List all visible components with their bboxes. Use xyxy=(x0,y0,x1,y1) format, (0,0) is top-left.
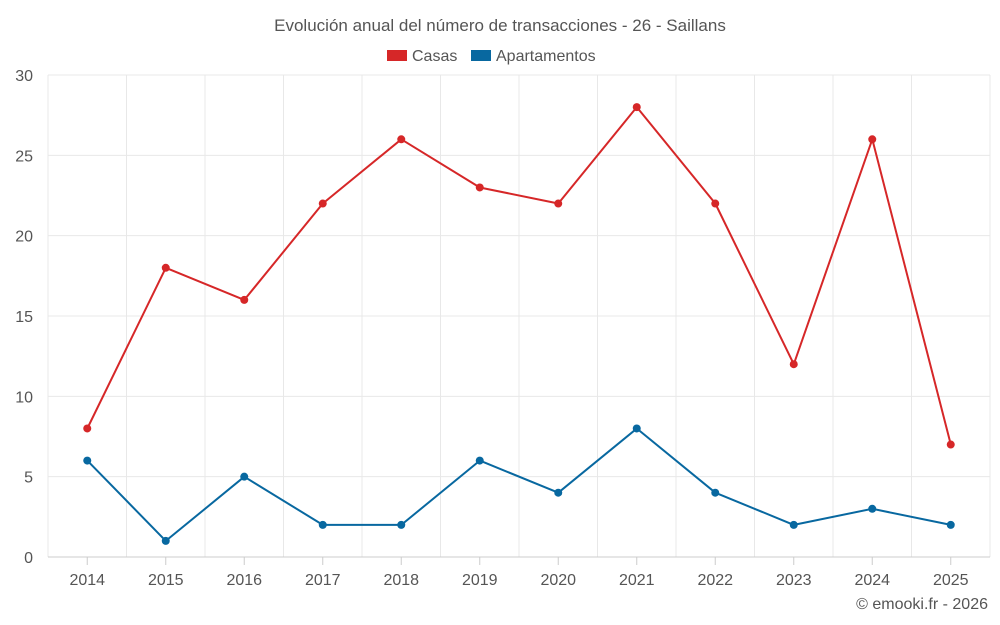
data-point-apartamentos[interactable] xyxy=(318,520,327,529)
x-tick-label: 2019 xyxy=(462,572,498,589)
x-tick-label: 2016 xyxy=(226,572,262,589)
y-tick-label: 5 xyxy=(24,470,33,487)
series-apartamentos xyxy=(83,424,955,545)
legend: Casas Apartamentos xyxy=(387,48,596,65)
series-casas xyxy=(83,103,955,449)
x-tick-label: 2018 xyxy=(383,572,419,589)
data-point-apartamentos[interactable] xyxy=(554,488,563,497)
series-line-apartamentos xyxy=(86,427,952,542)
x-tick-label: 2014 xyxy=(69,572,105,589)
data-point-casas[interactable] xyxy=(554,199,563,208)
credit-text: © emooki.fr - 2026 xyxy=(856,596,988,613)
data-point-casas[interactable] xyxy=(868,135,877,144)
data-point-apartamentos[interactable] xyxy=(475,456,484,465)
data-point-apartamentos[interactable] xyxy=(789,520,798,529)
x-tick-label: 2017 xyxy=(305,572,341,589)
data-point-casas[interactable] xyxy=(789,360,798,369)
x-tick-label: 2021 xyxy=(619,572,655,589)
data-point-apartamentos[interactable] xyxy=(868,504,877,513)
data-point-casas[interactable] xyxy=(397,135,406,144)
data-point-apartamentos[interactable] xyxy=(632,424,641,433)
series xyxy=(83,103,955,545)
data-point-casas[interactable] xyxy=(711,199,720,208)
legend-label-apartamentos[interactable]: Apartamentos xyxy=(496,48,596,65)
x-tick-label: 2015 xyxy=(148,572,184,589)
data-point-casas[interactable] xyxy=(83,424,92,433)
data-point-casas[interactable] xyxy=(475,183,484,192)
x-tick-label: 2022 xyxy=(697,572,733,589)
data-point-apartamentos[interactable] xyxy=(83,456,92,465)
y-tick-label: 0 xyxy=(24,550,33,567)
y-tick-label: 20 xyxy=(15,229,33,246)
x-tick-label: 2023 xyxy=(776,572,812,589)
y-tick-label: 15 xyxy=(15,309,33,326)
x-tick-label: 2025 xyxy=(933,572,969,589)
y-tick-label: 25 xyxy=(15,148,33,165)
legend-swatch-casas xyxy=(387,50,407,61)
data-point-apartamentos[interactable] xyxy=(161,536,170,545)
data-point-apartamentos[interactable] xyxy=(946,520,955,529)
data-point-apartamentos[interactable] xyxy=(397,520,406,529)
y-tick-label: 10 xyxy=(15,389,33,406)
data-point-apartamentos[interactable] xyxy=(240,472,249,481)
y-tick-label: 30 xyxy=(15,68,33,85)
series-line-casas xyxy=(86,106,952,445)
data-point-casas[interactable] xyxy=(632,103,641,112)
grid xyxy=(47,74,991,557)
data-point-casas[interactable] xyxy=(946,440,955,449)
legend-swatch-apartamentos xyxy=(471,50,491,61)
legend-label-casas[interactable]: Casas xyxy=(412,48,457,65)
data-point-apartamentos[interactable] xyxy=(711,488,720,497)
x-tick-label: 2024 xyxy=(854,572,890,589)
data-point-casas[interactable] xyxy=(161,263,170,272)
chart-title: Evolución anual del número de transaccio… xyxy=(274,16,726,35)
data-point-casas[interactable] xyxy=(240,295,249,304)
x-tick-label: 2020 xyxy=(540,572,576,589)
data-point-casas[interactable] xyxy=(318,199,327,208)
